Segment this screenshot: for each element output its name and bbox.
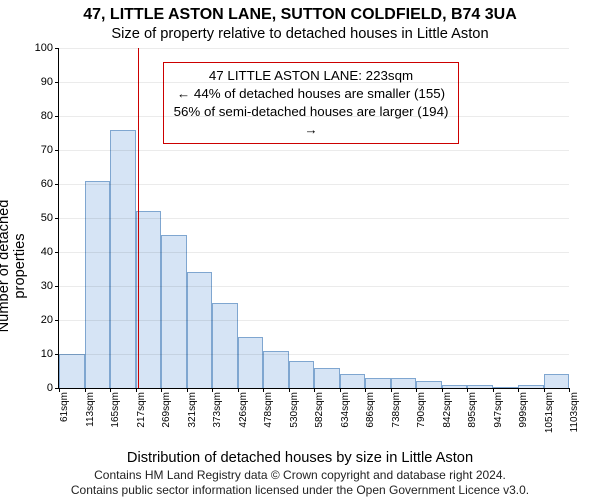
histogram-bar [365, 378, 391, 388]
xtick-label: 582sqm [314, 392, 325, 428]
histogram-bar [110, 130, 136, 388]
y-axis-label-wrap: Number of detached properties [2, 0, 22, 500]
ytick-label: 80 [41, 110, 59, 122]
xtick-label: 217sqm [136, 392, 147, 428]
ytick-label: 20 [41, 314, 59, 326]
histogram-bar [416, 381, 442, 388]
chart-container: 47, LITTLE ASTON LANE, SUTTON COLDFIELD,… [0, 0, 600, 500]
y-axis-label: Number of detached properties [0, 166, 28, 366]
xtick-label: 165sqm [110, 392, 121, 428]
gridline-h [59, 218, 569, 219]
gridline-h [59, 286, 569, 287]
plot-area: 47 LITTLE ASTON LANE: 223sqm ← 44% of de… [58, 48, 569, 389]
xtick-label: 895sqm [467, 392, 478, 428]
xtick-label: 426sqm [238, 392, 249, 428]
gridline-h [59, 252, 569, 253]
gridline-h [59, 150, 569, 151]
xtick-label: 947sqm [493, 392, 504, 428]
callout-box: 47 LITTLE ASTON LANE: 223sqm ← 44% of de… [163, 62, 459, 144]
xtick-label: 999sqm [518, 392, 529, 428]
gridline-h [59, 320, 569, 321]
histogram-bar [493, 387, 519, 388]
ytick-label: 30 [41, 280, 59, 292]
histogram-bar [238, 337, 264, 388]
ytick-label: 100 [35, 42, 59, 54]
xtick-label: 373sqm [212, 392, 223, 428]
ytick-label: 70 [41, 144, 59, 156]
xtick-label: 1103sqm [569, 392, 580, 432]
footer-line2: Contains public sector information licen… [0, 483, 600, 498]
histogram-bar [161, 235, 187, 388]
callout-line2: ← 44% of detached houses are smaller (15… [172, 85, 450, 103]
xtick-label: 686sqm [365, 392, 376, 428]
chart-title-line2: Size of property relative to detached ho… [0, 26, 600, 42]
gridline-h [59, 82, 569, 83]
xtick-label: 321sqm [187, 392, 198, 428]
histogram-bar [518, 385, 544, 388]
xtick-label: 738sqm [391, 392, 402, 428]
x-axis-label: Distribution of detached houses by size … [0, 450, 600, 466]
chart-title-line1: 47, LITTLE ASTON LANE, SUTTON COLDFIELD,… [0, 6, 600, 24]
xtick-label: 478sqm [263, 392, 274, 428]
histogram-bar [442, 385, 468, 388]
callout-line3: 56% of semi-detached houses are larger (… [172, 103, 450, 139]
histogram-bar [289, 361, 315, 388]
xtick-label: 113sqm [85, 392, 96, 427]
footer-line1: Contains HM Land Registry data © Crown c… [0, 468, 600, 483]
xtick-label: 61sqm [59, 392, 70, 422]
gridline-h [59, 184, 569, 185]
xtick-label: 790sqm [416, 392, 427, 428]
footer: Contains HM Land Registry data © Crown c… [0, 468, 600, 498]
ytick-label: 50 [41, 212, 59, 224]
gridline-h [59, 48, 569, 49]
histogram-bar [59, 354, 85, 388]
histogram-bar [85, 181, 111, 388]
ytick-label: 90 [41, 76, 59, 88]
histogram-bar [187, 272, 213, 388]
histogram-bar [340, 374, 366, 388]
histogram-bar [263, 351, 289, 388]
histogram-bar [467, 385, 493, 388]
ytick-label: 10 [41, 348, 59, 360]
ytick-label: 40 [41, 246, 59, 258]
histogram-bar [212, 303, 238, 388]
histogram-bar [544, 374, 570, 388]
xtick-label: 530sqm [289, 392, 300, 428]
xtick-label: 842sqm [442, 392, 453, 428]
histogram-bar [314, 368, 340, 388]
gridline-h [59, 116, 569, 117]
histogram-bar [391, 378, 417, 388]
xtick-label: 1051sqm [544, 392, 555, 433]
gridline-h [59, 354, 569, 355]
xtick-label: 269sqm [161, 392, 172, 428]
ytick-label: 60 [41, 178, 59, 190]
xtick-label: 634sqm [340, 392, 351, 428]
ytick-label: 0 [47, 382, 59, 394]
